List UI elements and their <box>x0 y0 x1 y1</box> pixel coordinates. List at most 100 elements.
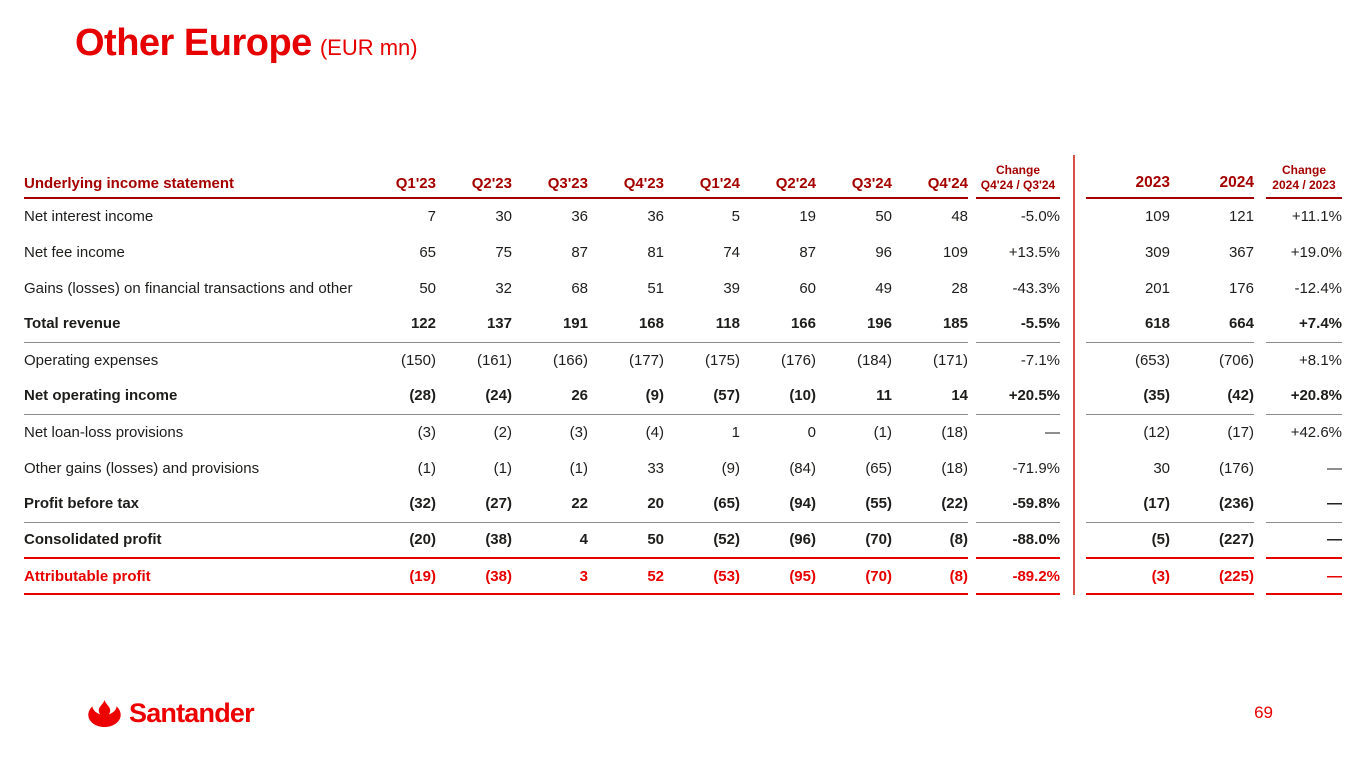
cell-quarter-value: (94) <box>740 486 816 523</box>
cell-change-yoy: — <box>1266 558 1342 595</box>
column-header-label: Underlying income statement <box>24 155 360 199</box>
cell-year-value: (227) <box>1170 522 1254 559</box>
row-gap <box>1254 450 1266 486</box>
table-row: Total revenue 122 137 191 168 118 166 196 185 -5.… <box>24 306 1342 343</box>
underlying-income-statement-table-wrap: Underlying income statement Q1'23 Q2'23 Q3'… <box>24 155 1342 595</box>
table-section-divider <box>1073 155 1075 595</box>
cell-quarter-value: 0 <box>807 423 816 441</box>
cell-quarter-value: (1) <box>493 459 512 477</box>
underlying-income-statement-table: Underlying income statement Q1'23 Q2'23 Q3'… <box>24 155 1342 595</box>
table-row: Consolidated profit (20) (38) 4 50 (52) (96) (7… <box>24 522 1342 559</box>
change-label: Change <box>995 163 1040 177</box>
cell-quarter-value: (53) <box>664 558 740 595</box>
cell-quarter-value: (184) <box>856 351 892 369</box>
row-gap <box>968 198 976 234</box>
table-row: Net operating income (28) (24) 26 (9) (57) (10… <box>24 378 1342 415</box>
cell-quarter-value: (9) <box>588 378 664 415</box>
cell-quarter-value: 74 <box>723 243 740 261</box>
row-gap <box>968 486 976 522</box>
cell-quarter-value: (18) <box>941 423 968 441</box>
cell-quarter-value: 48 <box>951 208 968 225</box>
column-header-change-yoy: Change 2024 / 2023 <box>1266 155 1342 199</box>
cell-quarter-value: (166) <box>552 351 588 369</box>
cell-quarter-value: 122 <box>360 306 436 343</box>
cell-change-yoy: +42.6% <box>1290 423 1342 441</box>
cell-change-yoy: -12.4% <box>1294 279 1342 297</box>
cell-quarter-value: 28 <box>951 279 968 297</box>
column-header-quarter-3: Q4'23 <box>588 155 664 199</box>
cell-change-qoq: -5.0% <box>1020 208 1060 225</box>
cell-quarter-value: (3) <box>417 423 436 441</box>
cell-change-qoq: -88.0% <box>976 522 1060 559</box>
cell-quarter-value: (150) <box>400 351 436 369</box>
cell-quarter-value: (177) <box>628 351 664 369</box>
cell-quarter-value: (1) <box>417 459 436 477</box>
column-header-quarter-7: Q4'24 <box>892 155 968 199</box>
cell-quarter-value: 20 <box>588 486 664 523</box>
cell-quarter-value: 87 <box>799 243 816 261</box>
cell-quarter-value: 51 <box>647 279 664 297</box>
cell-quarter-value: (176) <box>780 351 816 369</box>
cell-quarter-value: (65) <box>664 486 740 523</box>
page-number: 69 <box>1254 703 1273 722</box>
cell-quarter-value: 52 <box>588 558 664 595</box>
header-gap <box>968 155 976 198</box>
cell-quarter-value: (3) <box>569 423 588 441</box>
cell-year-value: 664 <box>1170 306 1254 343</box>
row-gap <box>1254 522 1266 558</box>
column-header-year-1: 2024 <box>1170 155 1254 199</box>
cell-change-yoy: +19.0% <box>1290 243 1342 261</box>
row-label: Other gains (losses) and provisions <box>24 459 260 477</box>
row-gap <box>1254 270 1266 306</box>
change-period: Q4'24 / Q3'24 <box>980 178 1056 192</box>
column-header-quarter-6: Q3'24 <box>816 155 892 199</box>
cell-quarter-value: (65) <box>865 459 892 477</box>
cell-quarter-value: (161) <box>476 351 512 369</box>
cell-quarter-value: (52) <box>664 522 740 559</box>
cell-quarter-value: (24) <box>436 378 512 415</box>
page-title-main: Other Europe <box>75 22 312 64</box>
cell-year-value: (3) <box>1086 558 1170 595</box>
table-row: Gains (losses) on financial transactions… <box>24 270 1342 306</box>
row-label: Net loan-loss provisions <box>24 423 184 441</box>
cell-year-value: 30 <box>1153 459 1170 477</box>
cell-year-value: (706) <box>1218 351 1254 369</box>
page-title: Other Europe (EUR mn) <box>75 22 418 65</box>
cell-change-yoy: — <box>1266 522 1342 559</box>
column-header-year-0: 2023 <box>1086 155 1170 199</box>
cell-quarter-value: 30 <box>495 208 512 225</box>
row-gap <box>968 234 976 270</box>
table-row: Net interest income 7 30 36 36 5 19 50 48 -5.0% 10… <box>24 198 1342 234</box>
column-header-quarter-4: Q1'24 <box>664 155 740 199</box>
cell-year-value: 176 <box>1228 279 1254 297</box>
cell-quarter-value: 33 <box>647 459 664 477</box>
cell-quarter-value: 19 <box>799 208 816 225</box>
table-header-row: Underlying income statement Q1'23 Q2'23 Q3'… <box>24 155 1342 199</box>
cell-quarter-value: 68 <box>571 279 588 297</box>
cell-quarter-value: 60 <box>799 279 816 297</box>
cell-quarter-value: (9) <box>721 459 740 477</box>
row-gap <box>968 414 976 450</box>
cell-year-value: 618 <box>1086 306 1170 343</box>
cell-change-yoy: — <box>1327 459 1342 477</box>
cell-quarter-value: (28) <box>360 378 436 415</box>
cell-quarter-value: (55) <box>816 486 892 523</box>
row-label: Gains (losses) on financial transactions… <box>24 279 353 297</box>
cell-year-value: (35) <box>1086 378 1170 415</box>
cell-quarter-value: 22 <box>512 486 588 523</box>
cell-quarter-value: 3 <box>512 558 588 595</box>
cell-quarter-value: (2) <box>493 423 512 441</box>
cell-quarter-value: 4 <box>512 522 588 559</box>
row-label: Attributable profit <box>24 558 360 595</box>
row-gap <box>968 522 976 558</box>
cell-change-qoq: -71.9% <box>1012 459 1060 477</box>
cell-quarter-value: (57) <box>664 378 740 415</box>
row-gap <box>1254 234 1266 270</box>
cell-quarter-value: 50 <box>588 522 664 559</box>
cell-quarter-value: (38) <box>436 558 512 595</box>
cell-quarter-value: (70) <box>816 558 892 595</box>
cell-quarter-value: 5 <box>731 208 740 225</box>
cell-year-value: (17) <box>1227 423 1254 441</box>
cell-year-value: 121 <box>1228 208 1254 225</box>
table-row: Attributable profit (19) (38) 3 52 (53) (95) (7… <box>24 558 1342 595</box>
